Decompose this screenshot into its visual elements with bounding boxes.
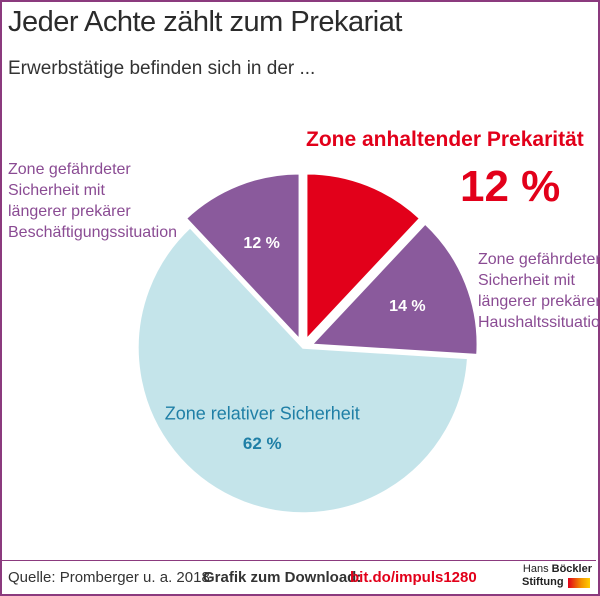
- label-beschaeftigungssituation: Zone gefährdeter Sicherheit mit längerer…: [8, 159, 177, 243]
- label-line: Beschäftigungssituation: [8, 224, 177, 241]
- label-line: Zone gefährdeter: [8, 161, 131, 178]
- label-line: Sicherheit mit: [8, 182, 105, 199]
- logo-text-hans: Hans: [522, 563, 549, 575]
- pie-slice-haushaltssituation: [310, 222, 479, 356]
- logo-line-1: Hans Böckler: [523, 563, 592, 575]
- footer-download-label: Grafik zum Download:: [203, 569, 362, 586]
- label-anhaltende-prekaritaet: Zone anhaltender Prekarität: [306, 128, 584, 151]
- footer-source: Quelle: Promberger u. a. 2018: [8, 569, 210, 586]
- label-relative-sicherheit: Zone relativer Sicherheit: [165, 403, 360, 423]
- label-line: längerer prekärer: [478, 293, 600, 310]
- label-haushaltssituation: Zone gefährdeter Sicherheit mit längerer…: [478, 249, 600, 333]
- value-label-beschaeftigungssituation: 12 %: [243, 235, 279, 252]
- logo-line-2: Stiftung: [522, 576, 564, 588]
- chart-subtitle: Erwerbstätige befinden sich in der ...: [8, 58, 316, 79]
- chart-title: Jeder Achte zählt zum Prekariat: [8, 6, 402, 38]
- pie-slice-beschaeftigungssituation: [185, 172, 301, 341]
- logo-color-bar: [568, 578, 590, 588]
- pie-slice-relative-sicherheit: [137, 226, 469, 514]
- value-label-relative-sicherheit: 62 %: [243, 434, 282, 453]
- download-link[interactable]: bit.do/impuls1280: [350, 569, 477, 586]
- label-line: Haushaltssituation: [478, 314, 600, 331]
- pie-slice-anhaltende-prekaritaet: [305, 172, 421, 341]
- value-label-haushaltssituation: 14 %: [389, 298, 425, 315]
- label-line: längerer prekärer: [8, 203, 131, 220]
- value-label-anhaltende-prekaritaet: 12 %: [460, 162, 561, 211]
- label-line: Zone gefährdeter: [478, 251, 600, 268]
- logo-text-boeckler: Böckler: [551, 563, 592, 575]
- footer-divider: [0, 560, 596, 561]
- label-line: Sicherheit mit: [478, 272, 575, 289]
- hans-boeckler-logo: Hans Böckler Stiftung: [522, 563, 592, 593]
